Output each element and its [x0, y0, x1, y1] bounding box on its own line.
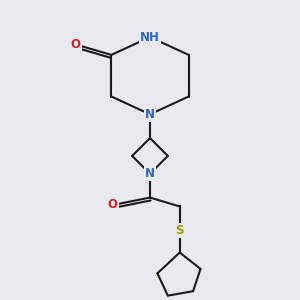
Text: N: N [145, 167, 155, 180]
Text: NH: NH [140, 31, 160, 44]
Text: S: S [176, 224, 184, 237]
Text: O: O [71, 38, 81, 51]
Text: O: O [108, 199, 118, 212]
Text: N: N [145, 108, 155, 121]
